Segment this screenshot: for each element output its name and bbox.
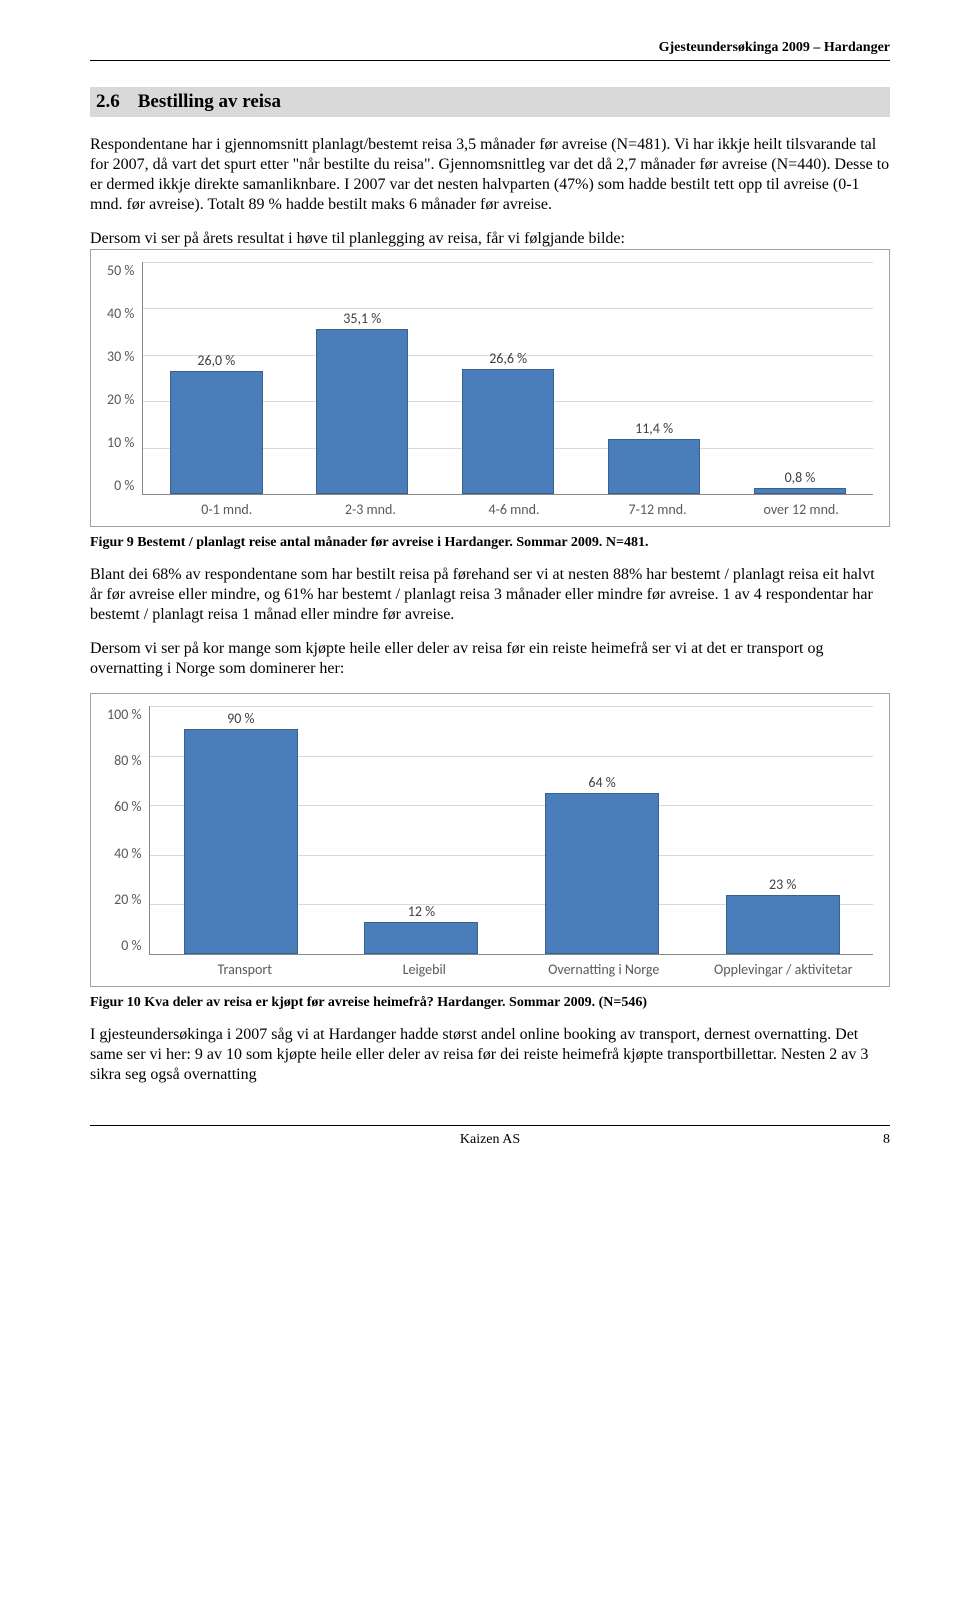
bar-slot: 64 % <box>512 793 693 954</box>
bar-value-label: 12 % <box>408 903 435 920</box>
bar-value-label: 26,0 % <box>197 352 235 369</box>
bar: 11,4 % <box>608 439 700 494</box>
bar-value-label: 11,4 % <box>635 420 673 437</box>
y-tick-label: 60 % <box>114 798 141 815</box>
paragraph-5: I gjesteundersøkinga i 2007 såg vi at Ha… <box>90 1025 890 1085</box>
footer-rule <box>90 1125 890 1126</box>
bar: 26,0 % <box>170 371 262 494</box>
bar-slot: 35,1 % <box>289 329 435 494</box>
bar-slot: 23 % <box>692 895 873 954</box>
y-tick-label: 0 % <box>114 477 134 494</box>
x-tick-label: Transport <box>155 955 335 978</box>
paragraph-2-lead: Dersom vi ser på årets resultat i høve t… <box>90 229 890 249</box>
bar: 0,8 % <box>754 488 846 494</box>
y-tick-label: 40 % <box>107 305 134 322</box>
x-tick-label: over 12 mnd. <box>729 495 873 518</box>
header-rule <box>90 60 890 61</box>
section-heading: 2.6 Bestilling av reisa <box>90 87 890 117</box>
x-tick-label: 7-12 mnd. <box>586 495 730 518</box>
bar: 90 % <box>184 729 298 954</box>
bar: 23 % <box>726 895 840 954</box>
bar-slot: 26,6 % <box>435 369 581 494</box>
paragraph-1: Respondentane har i gjennomsnitt planlag… <box>90 135 890 215</box>
chart-2: 100 % 80 % 60 % 40 % 20 % 0 % 90 % 12 % 64 % 23 %… <box>90 693 890 987</box>
bar-slot: 90 % <box>150 729 331 954</box>
y-tick-label: 20 % <box>107 391 134 408</box>
bar-value-label: 35,1 % <box>343 310 381 327</box>
x-tick-label: 0-1 mnd. <box>155 495 299 518</box>
bar-slot: 12 % <box>331 922 512 954</box>
x-tick-label: 2-3 mnd. <box>299 495 443 518</box>
y-tick-label: 40 % <box>114 845 141 862</box>
figure-10-caption: Figur 10 Kva deler av reisa er kjøpt før… <box>90 995 890 1011</box>
page-header: Gjesteundersøkinga 2009 – Hardanger <box>90 40 890 56</box>
bar: 12 % <box>364 922 478 954</box>
figure-9-caption: Figur 9 Bestemt / planlagt reise antal m… <box>90 535 890 551</box>
y-tick-label: 50 % <box>107 262 134 279</box>
y-tick-label: 100 % <box>107 706 141 723</box>
section-number: 2.6 <box>96 91 120 113</box>
page-footer: Kaizen AS 8 <box>90 1125 890 1148</box>
bar-value-label: 0,8 % <box>785 469 816 486</box>
bar-value-label: 26,6 % <box>489 350 527 367</box>
x-tick-label: 4-6 mnd. <box>442 495 586 518</box>
section-title: Bestilling av reisa <box>138 91 281 113</box>
bar-value-label: 23 % <box>769 876 796 893</box>
paragraph-3: Blant dei 68% av respondentane som har b… <box>90 565 890 625</box>
y-tick-label: 20 % <box>114 891 141 908</box>
chart-1: 50 % 40 % 30 % 20 % 10 % 0 % 26,0 % 35,1 % 26,6 … <box>90 249 890 527</box>
footer-center: Kaizen AS <box>460 1132 520 1148</box>
bar-slot: 26,0 % <box>143 371 289 494</box>
y-tick-label: 30 % <box>107 348 134 365</box>
bar-slot: 0,8 % <box>727 488 873 494</box>
x-tick-label: Overnatting i Norge <box>514 955 694 978</box>
y-tick-label: 0 % <box>121 937 141 954</box>
footer-page-number: 8 <box>520 1132 890 1148</box>
bar: 64 % <box>545 793 659 954</box>
y-tick-label: 10 % <box>107 434 134 451</box>
y-tick-label: 80 % <box>114 752 141 769</box>
x-tick-label: Opplevingar / aktivitetar <box>694 955 874 978</box>
bar-value-label: 90 % <box>227 710 254 727</box>
paragraph-4: Dersom vi ser på kor mange som kjøpte he… <box>90 639 890 679</box>
bar-value-label: 64 % <box>588 774 615 791</box>
x-tick-label: Leigebil <box>335 955 515 978</box>
bar: 35,1 % <box>316 329 408 494</box>
bar-slot: 11,4 % <box>581 439 727 494</box>
bar: 26,6 % <box>462 369 554 494</box>
